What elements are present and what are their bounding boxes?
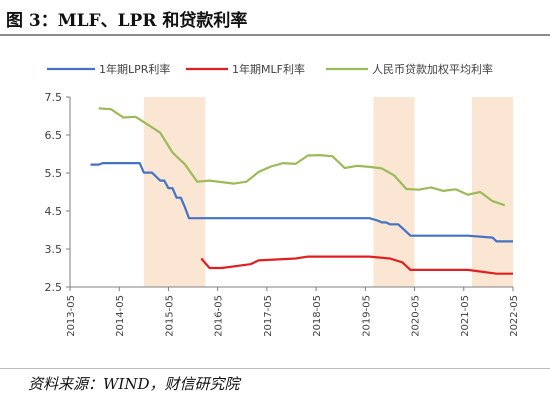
mlf-series-line: [200, 255, 513, 275]
shaded-periods: [143, 97, 513, 287]
x-tick-label: 2015-05: [164, 295, 175, 337]
legend-item-loan-rate: 人民币贷款加权平均利率: [326, 62, 493, 76]
y-tick-label: 3.5: [45, 243, 63, 256]
y-tick-label: 7.5: [45, 91, 63, 104]
chart-legend: 1年期LPR利率 1年期MLF利率 人民币贷款加权平均利率: [47, 62, 493, 76]
lpr-series-line: [90, 161, 513, 243]
chart-area: 2.5 3.5 4.5 5.5 6.5 7.5 2013-05 2014-05 2015-05 2…: [0, 40, 550, 365]
x-tick-label: 2021-05: [460, 295, 471, 337]
x-tick-label: 2019-05: [361, 295, 372, 337]
figure-header: 图 3：MLF、LPR 和贷款利率: [0, 0, 550, 36]
legend-label: 1年期MLF利率: [232, 62, 305, 76]
x-tick-label: 2018-05: [312, 295, 323, 337]
x-tick-label: 2014-05: [115, 295, 126, 337]
legend-item-mlf: 1年期MLF利率: [186, 62, 305, 76]
line-chart: 2.5 3.5 4.5 5.5 6.5 7.5 2013-05 2014-05 2015-05 2…: [45, 62, 521, 337]
figure-title: 图 3：MLF、LPR 和贷款利率: [6, 11, 248, 31]
legend-label: 人民币贷款加权平均利率: [372, 62, 493, 76]
source-divider: [0, 368, 550, 369]
title-divider: [0, 34, 550, 36]
x-tick-label: 2017-05: [263, 295, 274, 337]
x-tick-label: 2016-05: [214, 295, 225, 337]
y-tick-label: 6.5: [45, 129, 63, 142]
y-tick-label: 5.5: [45, 167, 63, 180]
source-note: 资料来源：WIND，财信研究院: [28, 375, 240, 393]
series-lines: [90, 107, 513, 275]
x-tick-label: 2020-05: [411, 295, 422, 337]
x-tick-label: 2013-05: [66, 295, 77, 337]
loan-rate-series-line: [98, 107, 506, 207]
chart-axes: 2.5 3.5 4.5 5.5 6.5 7.5 2013-05 2014-05 2015-05 2…: [45, 91, 521, 337]
y-tick-label: 4.5: [45, 205, 63, 218]
shaded-period-2: [373, 97, 415, 287]
x-tick-label: 2022-05: [509, 295, 520, 337]
legend-label: 1年期LPR利率: [99, 62, 170, 76]
legend-item-lpr: 1年期LPR利率: [47, 62, 170, 76]
y-tick-label: 2.5: [45, 281, 63, 294]
